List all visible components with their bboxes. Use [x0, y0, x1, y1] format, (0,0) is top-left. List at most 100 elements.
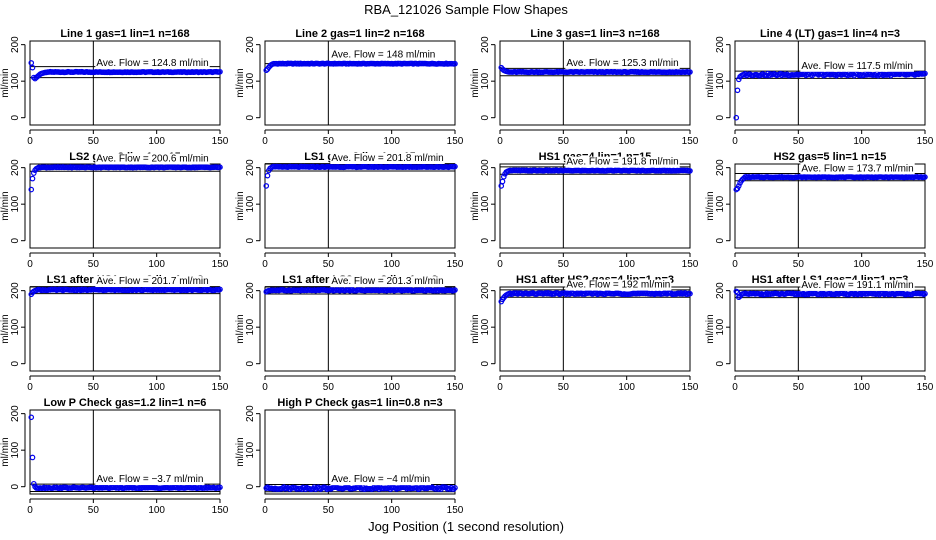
data-point	[452, 163, 458, 170]
x-axis: 0 50 100 150	[27, 129, 229, 147]
x-axis: 0 50 100 150	[732, 375, 934, 393]
plot-frame	[264, 409, 456, 495]
y-tick-label: 100	[480, 72, 491, 89]
y-tick-label: 200	[10, 159, 21, 176]
data-point	[687, 290, 693, 297]
mean-flow-annotation: Ave. Flow = 200.6 ml/min	[96, 153, 208, 164]
panel-13: Low P Check gas=1.2 lin=1 n=6 0 50 100 150 0 1…	[0, 397, 229, 516]
y-tick-label: 100	[10, 195, 21, 212]
data-points	[498, 167, 693, 189]
mean-flow-annotation: Ave. Flow = 201.3 ml/min	[331, 276, 443, 287]
y-axis-label: ml/min	[470, 68, 481, 97]
y-axis: 0 100 200	[10, 36, 26, 120]
x-tick-label: 150	[682, 382, 699, 393]
x-tick-label: 150	[212, 505, 229, 516]
y-tick-label: 100	[480, 195, 491, 212]
annotation-backdrop	[330, 276, 445, 288]
mean-flow-annotation: Ave. Flow = 201.8 ml/min	[331, 153, 443, 164]
y-axis: 0 100 200	[480, 282, 496, 366]
data-point	[264, 172, 271, 179]
x-tick-label: 50	[558, 136, 570, 147]
x-tick-label: 50	[88, 382, 100, 393]
x-tick-label: 50	[323, 505, 335, 516]
y-tick-label: 100	[10, 72, 21, 89]
x-axis: 0 50 100 150	[27, 498, 229, 516]
x-tick-label: 100	[383, 505, 400, 516]
panel-9: LS1 after HS1 gas=3 lin=1 n=305010015001…	[0, 274, 229, 393]
y-tick-label: 200	[245, 36, 256, 53]
x-tick-label: 0	[497, 259, 503, 270]
data-point	[733, 288, 740, 295]
data-point	[29, 175, 36, 182]
data-points	[263, 60, 458, 74]
x-tick-label: 100	[853, 136, 870, 147]
y-axis: 0 100 200	[245, 159, 261, 243]
data-point	[735, 183, 742, 189]
data-points	[733, 70, 928, 121]
data-point	[450, 486, 457, 492]
x-axis: 0 50 100 150	[497, 252, 699, 270]
x-tick-label: 50	[88, 505, 100, 516]
y-axis-label: ml/min	[705, 68, 716, 97]
data-points	[263, 484, 458, 493]
panel-title: Low P Check gas=1.2 lin=1 n=6	[44, 397, 207, 409]
y-tick-label: 200	[245, 159, 256, 176]
x-tick-label: 0	[27, 136, 33, 147]
x-tick-label: 150	[212, 136, 229, 147]
x-tick-label: 0	[262, 382, 268, 393]
y-tick-label: 100	[715, 72, 726, 89]
x-tick-label: 50	[793, 259, 805, 270]
x-tick-label: 100	[618, 259, 635, 270]
x-tick-label: 0	[732, 259, 738, 270]
y-tick-label: 0	[245, 360, 256, 366]
y-axis: 0 100 200	[245, 282, 261, 366]
plot-frame	[499, 286, 691, 372]
y-axis: 0 100 200	[245, 405, 261, 489]
panel-title: HS2 gas=5 lin=1 n=15	[774, 151, 887, 163]
data-point	[29, 64, 36, 71]
y-tick-label: 0	[480, 237, 491, 243]
panel-2: Line 2 gas=1 lin=2 n=168 0 50 100 150 0 100 200…	[235, 28, 464, 147]
x-tick-label: 150	[682, 259, 699, 270]
y-tick-label: 100	[10, 318, 21, 335]
x-tick-label: 0	[27, 382, 33, 393]
mean-flow-annotation: Ave. Flow = 125.3 ml/min	[566, 58, 678, 69]
x-tick-label: 50	[323, 382, 335, 393]
data-point	[922, 290, 928, 297]
mean-flow-annotation: Ave. Flow = 201.7 ml/min	[96, 276, 208, 287]
data-point	[922, 70, 928, 77]
y-axis-label: ml/min	[470, 191, 481, 220]
data-point	[922, 174, 928, 180]
x-tick-label: 0	[27, 505, 33, 516]
plot-frame	[734, 40, 926, 126]
annotation-backdrop	[565, 279, 672, 291]
annotation-backdrop	[800, 163, 915, 175]
y-tick-label: 200	[245, 282, 256, 299]
x-axis: 0 50 100 150	[262, 252, 464, 270]
annotation-backdrop	[330, 152, 445, 164]
y-tick-label: 200	[480, 282, 491, 299]
x-tick-label: 150	[212, 382, 229, 393]
plot-frame	[29, 409, 221, 495]
panel-grid: Line 1 gas=1 lin=1 n=168 0 50 100 150 0 100 200…	[0, 28, 934, 516]
x-tick-label: 100	[853, 382, 870, 393]
x-tick-label: 150	[917, 382, 934, 393]
mean-flow-annotation: Ave. Flow = 192 ml/min	[566, 280, 670, 291]
x-tick-label: 100	[383, 259, 400, 270]
annotation-backdrop	[95, 153, 210, 165]
y-tick-label: 0	[245, 114, 256, 120]
data-point	[687, 69, 693, 75]
y-axis: 0 100 200	[715, 36, 731, 120]
panel-11: HS1 after HS2 gas=4 lin=1 n=305010015001…	[470, 274, 699, 393]
x-tick-label: 50	[323, 259, 335, 270]
data-points	[498, 64, 693, 76]
annotation-backdrop	[95, 58, 210, 70]
y-axis-label: ml/min	[0, 314, 11, 343]
x-tick-label: 150	[917, 136, 934, 147]
mean-flow-annotation: Ave. Flow = 191.8 ml/min	[566, 157, 678, 168]
data-points	[28, 164, 223, 193]
annotation-backdrop	[800, 60, 914, 72]
panel-10: LS1 after LS2 gas=3 lin=1 n=305010015001…	[235, 274, 464, 393]
y-tick-label: 0	[480, 360, 491, 366]
y-tick-label: 200	[10, 282, 21, 299]
